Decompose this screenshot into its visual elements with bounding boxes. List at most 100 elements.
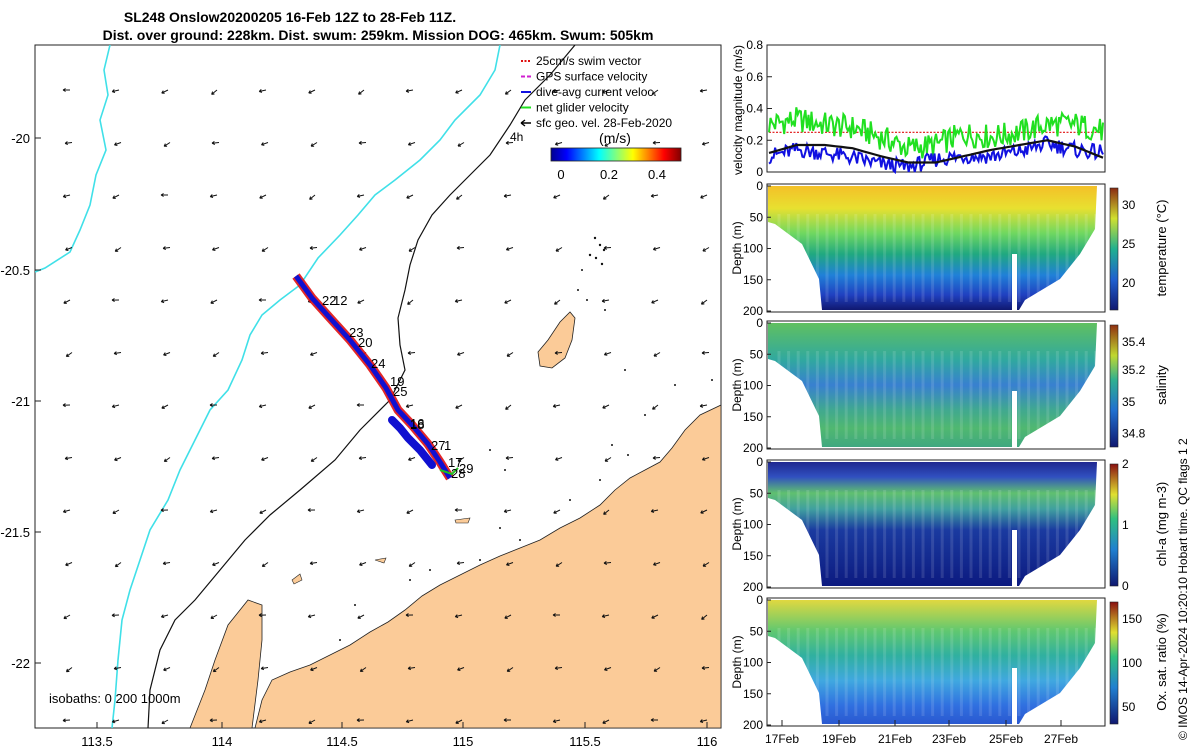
velocity-arrow <box>653 562 661 566</box>
velocity-arrow <box>504 614 512 619</box>
map-y-tick-label: -21.5 <box>0 525 30 540</box>
velocity-arrow <box>359 562 367 566</box>
legend-label: GPS surface velocity <box>536 70 647 84</box>
velocity-arrow <box>701 614 708 620</box>
depth-tick-label: 100 <box>743 242 763 256</box>
depth-tick-label: 150 <box>743 273 763 287</box>
chla-gap <box>1012 530 1017 586</box>
velocity-arrow <box>65 562 73 567</box>
velocity-arrow <box>554 141 563 146</box>
velocity-arrow <box>701 457 710 461</box>
day-label: 27 <box>431 438 445 453</box>
velocity-arrow <box>603 509 610 515</box>
barrow-island <box>537 311 576 369</box>
salinity-section: 0 50 100 150 200 Depth (m) 34.8 35 35.2 35.4 salin… <box>730 316 1169 455</box>
velocity-arrow <box>650 718 658 722</box>
velocity-arrow <box>601 298 610 303</box>
legend-entry: 25cm/s swim vector <box>521 54 641 68</box>
day-label: 16 <box>410 416 424 431</box>
velocity-arrow <box>356 509 365 514</box>
velocity-arrow <box>260 351 269 356</box>
velocity-series <box>768 107 1104 175</box>
velocity-arrow <box>603 352 612 356</box>
map-x-tick-label: 116 <box>697 734 718 749</box>
depth-tick-label: 0 <box>756 179 763 193</box>
velocity-arrow <box>454 508 462 512</box>
velocity-arrow <box>552 88 561 93</box>
oxygen-colorbar <box>1109 601 1119 725</box>
velocity-arrow <box>111 613 120 618</box>
velocity-arrow <box>308 89 316 94</box>
velocity-arrow <box>408 562 416 567</box>
day-label: 25 <box>393 384 407 399</box>
velocity-arrow <box>309 194 316 200</box>
salinity-colorbar-tick-label: 35 <box>1122 395 1136 409</box>
velocity-arrow <box>456 245 465 250</box>
depth-tick-label: 200 <box>743 304 763 318</box>
velocity-arrow <box>113 666 122 671</box>
velocity-arrow <box>552 613 560 617</box>
velocity-arrow <box>258 89 267 93</box>
date-tick-label: 19Feb <box>822 732 856 746</box>
velocity-arrow <box>554 350 563 355</box>
day-label: 19 <box>390 374 404 389</box>
velocity-arrow <box>505 404 512 410</box>
velocity-arrow <box>604 142 612 147</box>
velocity-arrow <box>554 666 563 671</box>
map-y-tick-label: -22 <box>11 656 30 671</box>
depth-tick-label: 50 <box>750 624 764 638</box>
velocity-arrow <box>259 509 267 514</box>
depth-label: Depth (m) <box>730 221 744 274</box>
velocity-arrow <box>161 404 169 409</box>
velocity-y-tick-label: 0 <box>756 165 763 179</box>
velocity-arrow <box>454 299 463 303</box>
day-label: 29 <box>459 461 473 476</box>
depth-tick-label: 150 <box>743 410 763 424</box>
velocity-arrow <box>652 140 661 145</box>
velocity-arrow <box>504 89 512 95</box>
velocity-arrow <box>163 457 171 462</box>
temperature-gap <box>1012 254 1017 310</box>
map-x-tick-label: 113.5 <box>81 734 113 749</box>
velocity-arrow <box>65 247 73 251</box>
velocity-arrow <box>212 667 220 673</box>
velocity-arrow <box>554 299 561 305</box>
velocity-arrow <box>702 247 710 252</box>
velocity-arrow <box>63 614 71 620</box>
velocity-arrow <box>160 614 169 619</box>
velocity-arrow <box>604 457 612 462</box>
chla-colorbar-tick-label: 1 <box>1122 518 1129 532</box>
date-tick-label: 23Feb <box>932 732 966 746</box>
velocity-arrow <box>358 89 365 95</box>
velocity-arrow <box>504 299 512 304</box>
day-label: 28 <box>451 466 465 481</box>
day-label: 1 <box>444 438 451 453</box>
velocity-arrow <box>405 719 414 724</box>
speed-colorbar-tick-label: 0.4 <box>648 167 666 182</box>
velocity-arrow <box>308 719 316 724</box>
depth-tick-label: 200 <box>743 580 763 594</box>
map-y-tick-label: -20 <box>11 131 30 146</box>
depth-tick-label: 150 <box>743 549 763 563</box>
temperature-colorbar-tick-label: 30 <box>1122 198 1136 212</box>
legend-label: 25cm/s swim vector <box>536 54 641 68</box>
velocity-arrow <box>162 561 171 566</box>
velocity-arrow <box>602 719 610 724</box>
west-island <box>189 599 263 728</box>
velocity-arrow <box>210 614 218 619</box>
isobath-200m <box>147 45 576 728</box>
temperature-colorbar-tick-label: 25 <box>1122 237 1136 251</box>
velocity-arrow <box>506 562 514 566</box>
depth-tick-label: 0 <box>756 455 763 469</box>
small-island <box>454 517 471 524</box>
chla-colorbar-label: chl-a (mg m-3) <box>1154 482 1169 567</box>
oxygen-colorbar-tick-label: 50 <box>1122 700 1136 714</box>
vector-scale-label: 4h <box>510 130 523 144</box>
isobath-shelf <box>35 45 501 728</box>
velocity-arrow <box>114 562 122 568</box>
colorbar-title: (m/s) <box>599 130 631 146</box>
series-line <box>768 139 1104 164</box>
velocity-arrow <box>310 352 318 356</box>
salinity-colorbar <box>1109 324 1119 448</box>
